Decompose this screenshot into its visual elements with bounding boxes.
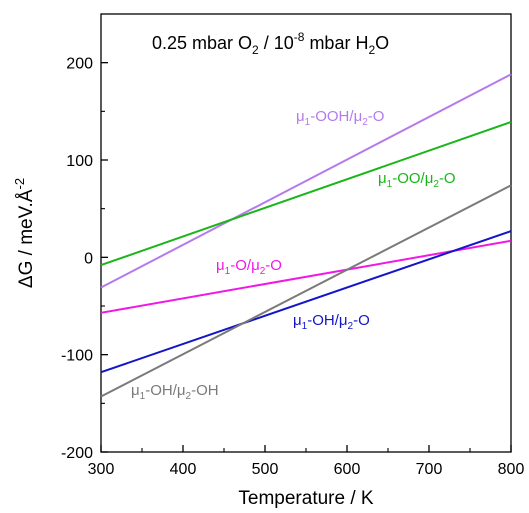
x-tick-label: 600 (334, 461, 361, 478)
x-tick-label: 300 (88, 461, 115, 478)
series-label-oh-o: μ1-OH/μ2-O (293, 312, 370, 332)
series-line-3 (100, 230, 512, 374)
y-axis-label: ΔG / meV.Å-2 (12, 178, 37, 288)
series-line-4 (100, 184, 512, 398)
y-tick-label: 100 (66, 153, 93, 170)
y-axis-ticks: -200 -100 0 100 200 (61, 56, 108, 462)
y-tick-label: 0 (84, 250, 93, 267)
series-label-oh-oh: μ1-OH/μ2-OH (131, 382, 219, 402)
x-axis-label: Temperature / K (238, 488, 373, 509)
series-label-ooh-o: μ1-OOH/μ2-O (296, 108, 384, 128)
series-label-o-o: μ1-O/μ2-O (216, 257, 282, 277)
series-label-oo-o: μ1-OO/μ2-O (378, 170, 456, 190)
y-tick-label: 200 (66, 56, 93, 73)
series-line-1 (100, 121, 512, 267)
x-tick-label: 700 (416, 461, 443, 478)
x-tick-label: 800 (498, 461, 525, 478)
y-tick-label: -200 (61, 445, 93, 462)
x-tick-label: 500 (252, 461, 279, 478)
series-line-2 (100, 239, 512, 314)
x-tick-label: 400 (170, 461, 197, 478)
series-lines (100, 73, 512, 398)
series-line-0 (100, 73, 512, 289)
x-axis-ticks: 300 400 500 600 700 800 (88, 445, 525, 478)
y-tick-label: -100 (61, 348, 93, 365)
chart-title: 0.25 mbar O2 / 10-8 mbar H2O (152, 30, 389, 57)
